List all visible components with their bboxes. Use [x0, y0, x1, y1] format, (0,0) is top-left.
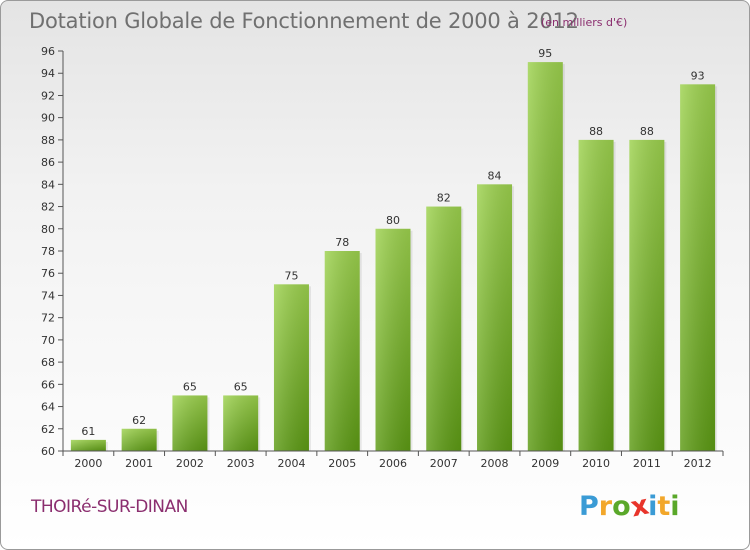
y-tick-label: 86 — [41, 156, 55, 169]
bar-highlight — [426, 206, 462, 451]
bar-2008: 84 — [477, 169, 515, 452]
bar-value-label: 62 — [132, 414, 146, 427]
bar-value-label: 88 — [640, 125, 654, 138]
bar-value-label: 95 — [538, 47, 552, 60]
bar-2001: 62 — [121, 414, 159, 451]
x-tick-label: 2003 — [227, 457, 255, 470]
bar-highlight — [477, 184, 513, 452]
y-tick-label: 70 — [41, 334, 55, 347]
x-tick-label: 2001 — [125, 457, 153, 470]
x-tick-label: 2008 — [481, 457, 509, 470]
chart-unit-note: (en milliers d'€) — [541, 16, 628, 29]
logo-letter: i — [648, 491, 658, 522]
y-tick-label: 80 — [41, 223, 55, 236]
y-tick-label: 90 — [41, 112, 55, 125]
bar-highlight — [629, 139, 665, 451]
logo-letter: o — [612, 491, 631, 522]
y-tick-label: 66 — [41, 378, 55, 391]
y-tick-label: 82 — [41, 201, 55, 214]
y-tick-label: 74 — [41, 289, 55, 302]
bar-value-label: 75 — [284, 269, 298, 282]
y-tick-label: 64 — [41, 401, 55, 414]
bar-highlight — [223, 395, 259, 451]
y-tick-label: 68 — [41, 356, 55, 369]
bar-value-label: 78 — [335, 236, 349, 249]
x-tick-label: 2006 — [379, 457, 407, 470]
x-tick-label: 2002 — [176, 457, 204, 470]
y-tick-label: 96 — [41, 45, 55, 58]
bar-highlight — [578, 139, 614, 451]
y-tick-label: 76 — [41, 267, 55, 280]
bar-2005: 78 — [324, 236, 362, 451]
proxiti-logo[interactable]: Proxiti — [579, 490, 680, 524]
bar-2000: 61 — [70, 425, 108, 451]
x-tick-label: 2010 — [582, 457, 610, 470]
y-tick-label: 92 — [41, 89, 55, 102]
logo-letter: P — [579, 491, 599, 522]
bar-2006: 80 — [375, 214, 413, 451]
bar-2010: 88 — [578, 125, 616, 451]
x-tick-label: 2005 — [328, 457, 356, 470]
y-tick-label: 84 — [41, 178, 55, 191]
bars: 61 62 65 65 75 78 80 82 84 95 88 88 93 — [70, 47, 718, 452]
bar-2004: 75 — [273, 269, 311, 451]
bar-highlight — [375, 228, 411, 451]
y-tick-label: 62 — [41, 423, 55, 436]
bar-2002: 65 — [172, 380, 210, 451]
bar-highlight — [70, 439, 106, 451]
bar-highlight — [527, 62, 563, 451]
y-axis: 60 62 64 66 68 70 72 74 76 78 80 82 84 86 88 90 92 94 96 — [41, 45, 64, 458]
y-tick-label: 78 — [41, 245, 55, 258]
bar-highlight — [324, 251, 360, 451]
bar-2009: 95 — [527, 47, 565, 451]
bar-2003: 65 — [223, 380, 261, 451]
logo-letter: i — [670, 491, 680, 522]
bar-value-label: 61 — [81, 425, 95, 438]
x-tick-label: 2012 — [684, 457, 712, 470]
x-tick-label: 2004 — [277, 457, 305, 470]
bar-highlight — [680, 84, 716, 451]
bar-highlight — [121, 428, 157, 451]
logo-letter: r — [598, 491, 613, 522]
bar-value-label: 80 — [386, 214, 400, 227]
bar-2011: 88 — [629, 125, 667, 451]
place-name: THOIRé-SUR-DINAN — [31, 497, 188, 517]
bar-value-label: 88 — [589, 125, 603, 138]
bar-value-label: 82 — [437, 192, 451, 205]
x-tick-label: 2000 — [74, 457, 102, 470]
x-tick-label: 2011 — [633, 457, 661, 470]
bar-value-label: 93 — [691, 69, 705, 82]
x-tick-label: 2009 — [531, 457, 559, 470]
y-tick-label: 88 — [41, 134, 55, 147]
bar-highlight — [273, 284, 309, 451]
logo-letter: t — [657, 491, 671, 522]
bar-2012: 93 — [680, 69, 718, 451]
x-axis: 2000 2001 2002 2003 2004 2005 2006 2007 2008 2009… — [62, 450, 724, 470]
bar-highlight — [172, 395, 208, 451]
bar-value-label: 65 — [183, 380, 197, 393]
bar-value-label: 84 — [488, 169, 502, 182]
chart-title: Dotation Globale de Fonctionnement de 20… — [29, 9, 579, 33]
bar-2007: 82 — [426, 192, 464, 451]
bar-value-label: 65 — [234, 380, 248, 393]
y-tick-label: 72 — [41, 312, 55, 325]
y-tick-label: 60 — [41, 445, 55, 458]
x-tick-label: 2007 — [430, 457, 458, 470]
y-tick-label: 94 — [41, 67, 55, 80]
